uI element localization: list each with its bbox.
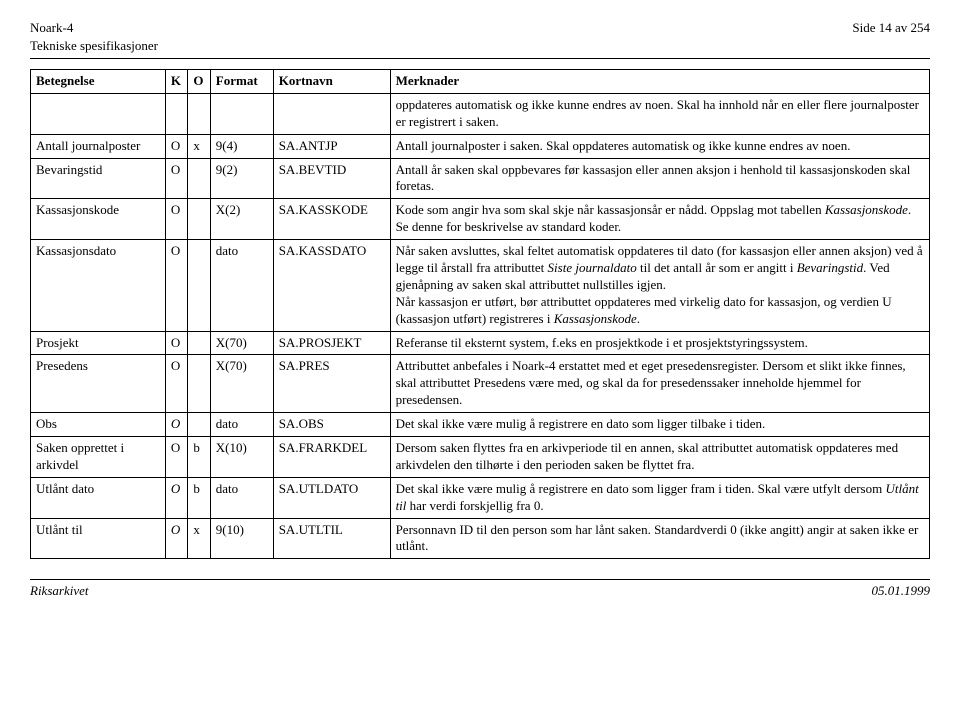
table-row: Antall journalposterOx9(4)SA.ANTJPAntall… <box>31 134 930 158</box>
cell-merknader: Kode som angir hva som skal skje når kas… <box>390 199 929 240</box>
cell-k: O <box>165 158 187 199</box>
footer-left: Riksarkivet <box>30 583 88 599</box>
table-row: KassasjonsdatoOdatoSA.KASSDATONår saken … <box>31 240 930 331</box>
doc-subtitle: Tekniske spesifikasjoner <box>30 38 930 59</box>
cell-k: O <box>165 355 187 413</box>
cell-kortnavn: SA.KASSKODE <box>273 199 390 240</box>
cell-format: X(70) <box>210 355 273 413</box>
cell-format: 9(10) <box>210 518 273 559</box>
cell-o: x <box>188 518 210 559</box>
cell-merknader: Antall journalposter i saken. Skal oppda… <box>390 134 929 158</box>
footer-right: 05.01.1999 <box>872 583 931 599</box>
cell-o <box>188 199 210 240</box>
cell-format: X(10) <box>210 437 273 478</box>
cell-o <box>188 158 210 199</box>
cell-merknader: oppdateres automatisk og ikke kunne endr… <box>390 93 929 134</box>
cell-betegnelse: Utlånt til <box>31 518 166 559</box>
cell-kortnavn: SA.UTLTIL <box>273 518 390 559</box>
cell-betegnelse: Antall journalposter <box>31 134 166 158</box>
cell-betegnelse <box>31 93 166 134</box>
cell-o <box>188 355 210 413</box>
cell-betegnelse: Presedens <box>31 355 166 413</box>
cell-merknader: Referanse til eksternt system, f.eks en … <box>390 331 929 355</box>
cell-kortnavn: SA.UTLDATO <box>273 477 390 518</box>
cell-merknader: Attributtet anbefales i Noark-4 erstatte… <box>390 355 929 413</box>
cell-format: dato <box>210 240 273 331</box>
cell-o: b <box>188 437 210 478</box>
cell-k: O <box>165 518 187 559</box>
cell-betegnelse: Obs <box>31 413 166 437</box>
cell-format: X(70) <box>210 331 273 355</box>
table-row: ProsjektO X(70)SA.PROSJEKTReferanse til e… <box>31 331 930 355</box>
cell-k: O <box>165 240 187 331</box>
col-o: O <box>188 70 210 94</box>
table-row: Utlånt tilOx9(10)SA.UTLTILPersonnavn ID … <box>31 518 930 559</box>
cell-betegnelse: Kassasjonsdato <box>31 240 166 331</box>
col-kortnavn: Kortnavn <box>273 70 390 94</box>
cell-merknader: Antall år saken skal oppbevares før kass… <box>390 158 929 199</box>
table-row: ObsOdatoSA.OBSDet skal ikke være mulig å… <box>31 413 930 437</box>
table-row: KassasjonskodeO X(2)SA.KASSKODEKode som a… <box>31 199 930 240</box>
spec-table: Betegnelse K O Format Kortnavn Merknader… <box>30 69 930 559</box>
cell-k <box>165 93 187 134</box>
cell-format: dato <box>210 413 273 437</box>
cell-kortnavn: SA.FRARKDEL <box>273 437 390 478</box>
cell-kortnavn: SA.KASSDATO <box>273 240 390 331</box>
table-row: Utlånt datoObdatoSA.UTLDATODet skal ikke… <box>31 477 930 518</box>
cell-k: O <box>165 199 187 240</box>
cell-betegnelse: Prosjekt <box>31 331 166 355</box>
cell-format: dato <box>210 477 273 518</box>
cell-betegnelse: Kassasjonskode <box>31 199 166 240</box>
col-betegnelse: Betegnelse <box>31 70 166 94</box>
cell-k: O <box>165 413 187 437</box>
cell-kortnavn <box>273 93 390 134</box>
cell-o <box>188 240 210 331</box>
cell-o <box>188 413 210 437</box>
cell-kortnavn: SA.BEVTID <box>273 158 390 199</box>
table-row: Saken opprettet i arkivdelObX(10)SA.FRAR… <box>31 437 930 478</box>
table-row: PresedensO X(70)SA.PRESAttributtet anbefa… <box>31 355 930 413</box>
cell-o: b <box>188 477 210 518</box>
table-header-row: Betegnelse K O Format Kortnavn Merknader <box>31 70 930 94</box>
cell-format: 9(4) <box>210 134 273 158</box>
cell-merknader: Dersom saken flyttes fra en arkivperiode… <box>390 437 929 478</box>
cell-format: 9(2) <box>210 158 273 199</box>
cell-k: O <box>165 331 187 355</box>
cell-merknader: Det skal ikke være mulig å registrere en… <box>390 413 929 437</box>
cell-kortnavn: SA.ANTJP <box>273 134 390 158</box>
cell-o <box>188 93 210 134</box>
cell-kortnavn: SA.PRES <box>273 355 390 413</box>
table-row: oppdateres automatisk og ikke kunne endr… <box>31 93 930 134</box>
page-number: Side 14 av 254 <box>852 20 930 36</box>
col-k: K <box>165 70 187 94</box>
cell-merknader: Personnavn ID til den person som har lån… <box>390 518 929 559</box>
cell-k: O <box>165 134 187 158</box>
cell-betegnelse: Saken opprettet i arkivdel <box>31 437 166 478</box>
cell-betegnelse: Bevaringstid <box>31 158 166 199</box>
cell-k: O <box>165 437 187 478</box>
cell-kortnavn: SA.OBS <box>273 413 390 437</box>
cell-merknader: Det skal ikke være mulig å registrere en… <box>390 477 929 518</box>
col-merknader: Merknader <box>390 70 929 94</box>
cell-format: X(2) <box>210 199 273 240</box>
cell-o: x <box>188 134 210 158</box>
cell-betegnelse: Utlånt dato <box>31 477 166 518</box>
cell-format <box>210 93 273 134</box>
cell-o <box>188 331 210 355</box>
cell-merknader: Når saken avsluttes, skal feltet automat… <box>390 240 929 331</box>
col-format: Format <box>210 70 273 94</box>
table-row: BevaringstidO 9(2)SA.BEVTIDAntall år sake… <box>31 158 930 199</box>
doc-title: Noark-4 <box>30 20 73 36</box>
cell-kortnavn: SA.PROSJEKT <box>273 331 390 355</box>
cell-k: O <box>165 477 187 518</box>
